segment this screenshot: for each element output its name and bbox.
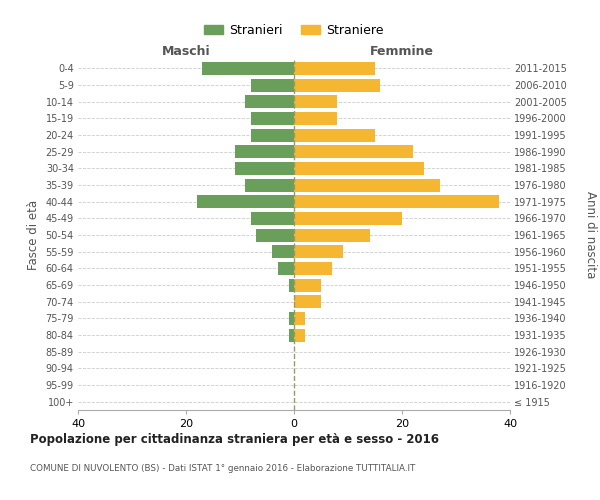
Bar xyxy=(251,112,294,125)
Text: Maschi: Maschi xyxy=(161,44,211,58)
Bar xyxy=(294,195,499,208)
Bar xyxy=(294,95,337,108)
Bar xyxy=(294,262,332,275)
Bar xyxy=(294,312,305,325)
Bar xyxy=(251,128,294,141)
Bar xyxy=(294,145,413,158)
Bar xyxy=(294,62,375,75)
Bar xyxy=(294,162,424,175)
Bar xyxy=(289,278,294,291)
Bar xyxy=(294,295,321,308)
Text: COMUNE DI NUVOLENTO (BS) - Dati ISTAT 1° gennaio 2016 - Elaborazione TUTTITALIA.: COMUNE DI NUVOLENTO (BS) - Dati ISTAT 1°… xyxy=(30,464,415,473)
Bar xyxy=(251,212,294,225)
Bar xyxy=(294,178,440,192)
Bar xyxy=(294,328,305,342)
Bar xyxy=(245,95,294,108)
Bar xyxy=(294,212,402,225)
Bar xyxy=(245,178,294,192)
Bar xyxy=(294,278,321,291)
Bar xyxy=(278,262,294,275)
Bar xyxy=(272,245,294,258)
Bar xyxy=(294,78,380,92)
Bar xyxy=(294,128,375,141)
Bar xyxy=(289,312,294,325)
Bar xyxy=(235,162,294,175)
Bar xyxy=(294,112,337,125)
Bar xyxy=(251,78,294,92)
Bar xyxy=(197,195,294,208)
Bar xyxy=(294,245,343,258)
Text: Femmine: Femmine xyxy=(370,44,434,58)
Bar xyxy=(294,228,370,241)
Y-axis label: Anni di nascita: Anni di nascita xyxy=(584,192,597,278)
Text: Popolazione per cittadinanza straniera per età e sesso - 2016: Popolazione per cittadinanza straniera p… xyxy=(30,432,439,446)
Bar xyxy=(202,62,294,75)
Legend: Stranieri, Straniere: Stranieri, Straniere xyxy=(199,18,389,42)
Bar xyxy=(289,328,294,342)
Y-axis label: Fasce di età: Fasce di età xyxy=(27,200,40,270)
Bar xyxy=(256,228,294,241)
Bar xyxy=(235,145,294,158)
